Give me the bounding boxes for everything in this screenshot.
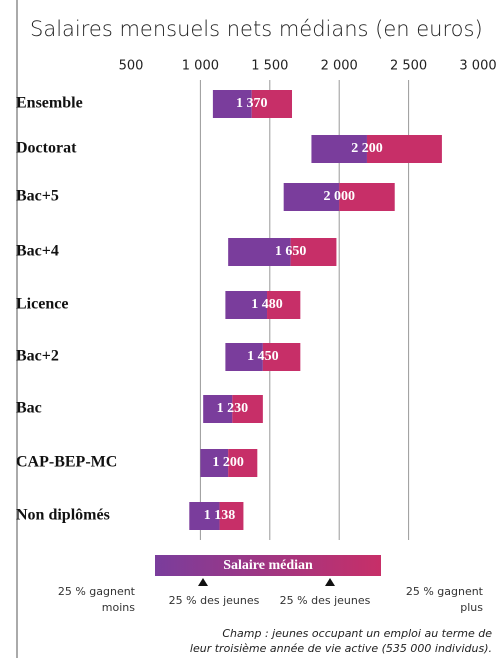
bar-upper xyxy=(366,135,442,163)
value-label: 1 650 xyxy=(275,244,307,259)
bar-upper xyxy=(232,395,263,423)
x-tick-label: 2 000 xyxy=(321,59,358,74)
legend-label: Salaire médian xyxy=(223,558,313,573)
x-tick-label: 2 500 xyxy=(390,59,427,74)
category-label: Bac xyxy=(16,400,42,417)
bar-lower xyxy=(283,183,340,211)
bar-upper xyxy=(262,343,301,371)
legend-left: moins xyxy=(102,601,135,614)
legend-right: plus xyxy=(460,601,483,614)
value-label: 2 200 xyxy=(351,141,383,156)
chart-title: Salaires mensuels nets médians (en euros… xyxy=(30,17,483,41)
x-tick-label: 1 500 xyxy=(251,59,288,74)
legend-marker xyxy=(198,578,208,586)
value-label: 1 138 xyxy=(204,508,236,523)
value-label: 1 200 xyxy=(212,455,244,470)
bar-upper xyxy=(219,502,244,530)
legend-bar xyxy=(155,555,381,576)
legend-right: 25 % gagnent xyxy=(406,585,484,598)
legend-inner-right: 25 % des jeunes xyxy=(280,594,371,607)
category-label: Bac+2 xyxy=(16,348,59,365)
bar-lower xyxy=(225,343,263,371)
bar-lower xyxy=(311,135,367,163)
note: leur troisième année de vie active (535 … xyxy=(190,642,492,655)
category-label: Non diplômés xyxy=(16,507,110,524)
x-tick-label: 3 000 xyxy=(459,59,496,74)
value-label: 1 230 xyxy=(217,401,249,416)
value-label: 1 450 xyxy=(247,349,279,364)
category-label: Bac+5 xyxy=(16,188,59,205)
category-label: Bac+4 xyxy=(16,243,59,260)
category-label: Doctorat xyxy=(16,140,77,157)
x-tick-label: 1 000 xyxy=(182,59,219,74)
bar-lower xyxy=(225,291,268,319)
category-label: CAP-BEP-MC xyxy=(16,454,117,471)
bar-upper xyxy=(339,183,395,211)
value-label: 2 000 xyxy=(323,189,355,204)
note: Champ : jeunes occupant un emploi au ter… xyxy=(222,627,492,640)
value-label: 1 370 xyxy=(236,96,268,111)
bar-lower xyxy=(200,449,229,477)
bar-lower xyxy=(212,90,252,118)
category-label: Licence xyxy=(16,296,68,313)
bar-lower xyxy=(203,395,233,423)
x-tick-label: 500 xyxy=(119,59,144,74)
legend-inner-left: 25 % des jeunes xyxy=(169,594,260,607)
legend-left: 25 % gagnent xyxy=(58,585,136,598)
bar-upper xyxy=(267,291,301,319)
bar-upper xyxy=(228,449,258,477)
bar-lower xyxy=(189,502,220,530)
bar-lower xyxy=(228,238,291,266)
value-label: 1 480 xyxy=(251,297,283,312)
legend-marker xyxy=(325,578,335,586)
bar-upper xyxy=(251,90,293,118)
bar-upper xyxy=(290,238,337,266)
category-label: Ensemble xyxy=(16,95,83,112)
